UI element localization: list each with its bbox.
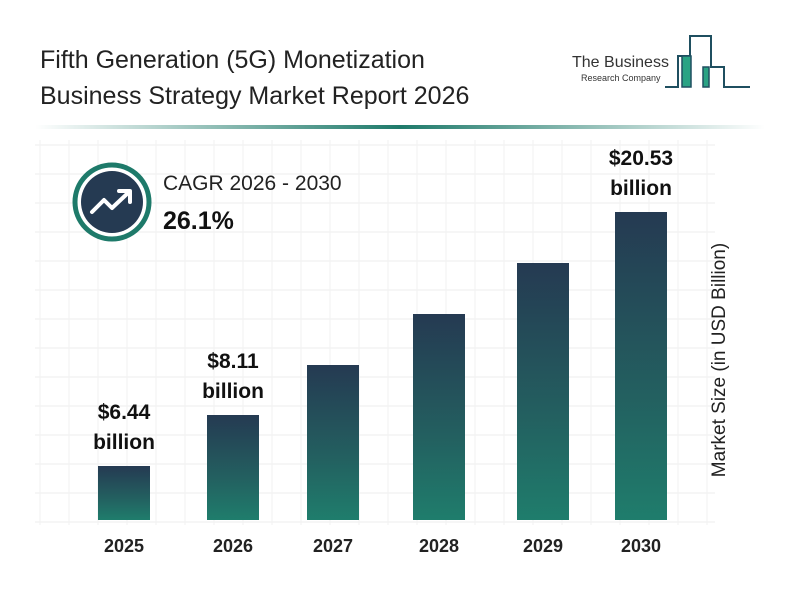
bar-2027: [307, 364, 359, 520]
bar-2026: [207, 415, 259, 520]
logo-buildings-icon: [665, 35, 750, 88]
bar-2025: [98, 466, 150, 520]
page-title: Fifth Generation (5G) Monetization Busin…: [40, 42, 469, 114]
data-label-line2: billion: [93, 431, 155, 454]
data-label-line1: $20.53: [608, 147, 674, 170]
x-tick-label: 2026: [212, 536, 254, 556]
data-label-line2: billion: [202, 380, 264, 404]
cagr-value: 26.1%: [163, 207, 234, 235]
data-label-line1: $6.44: [97, 401, 151, 424]
cagr-label: CAGR 2026 - 2030: [163, 172, 342, 195]
y-axis-label: Market Size (in USD Billion): [709, 242, 730, 478]
title-line-1: Fifth Generation (5G) Monetization: [40, 46, 425, 74]
data-label: $6.44 billion: [64, 398, 184, 458]
data-label-line1: $8.11: [207, 350, 259, 374]
company-logo: The Business Research Company: [570, 34, 755, 94]
x-tick-label: 2025: [103, 536, 145, 556]
grid-lines: [35, 140, 715, 525]
x-tick-label: 2030: [620, 536, 662, 556]
logo-text: The Business: [572, 54, 669, 71]
trend-up-arrow-icon: [72, 162, 152, 242]
title-line-2: Business Strategy Market Report 2026: [40, 82, 470, 110]
x-tick-label: 2029: [522, 536, 564, 556]
bar-2028: [413, 313, 465, 520]
bar-2030: [615, 212, 667, 520]
x-tick-label: 2027: [312, 536, 354, 556]
bar-2029: [517, 262, 569, 520]
data-label: $8.11 billion: [173, 347, 293, 407]
x-tick-label: 2028: [418, 536, 460, 556]
logo-subtext: Research Company: [581, 73, 661, 83]
data-label: $20.53 billion: [581, 144, 701, 204]
divider: [35, 125, 765, 129]
data-label-line2: billion: [610, 177, 672, 200]
